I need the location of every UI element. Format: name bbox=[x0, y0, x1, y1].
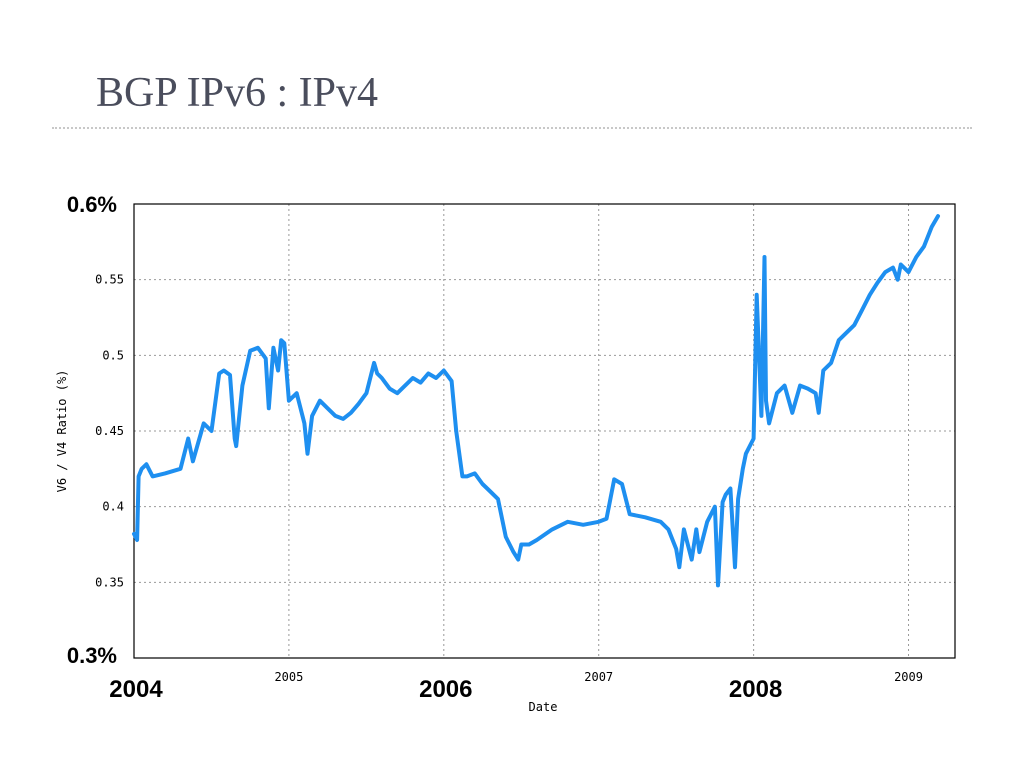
year-annotation: 2006 bbox=[419, 676, 472, 703]
title-divider bbox=[52, 127, 972, 129]
y-tick-label: 0.35 bbox=[95, 575, 124, 589]
year-annotation: 2008 bbox=[729, 676, 782, 703]
x-axis-label: Date bbox=[529, 700, 558, 714]
plot-frame bbox=[133, 203, 956, 659]
y-tick-label: 0.4 bbox=[102, 500, 124, 514]
y-min-annotation: 0.3% bbox=[67, 643, 117, 668]
grid-lines bbox=[134, 204, 955, 658]
y-tick-label: 0.55 bbox=[95, 273, 124, 287]
series-layer bbox=[132, 214, 940, 588]
y-max-annotation: 0.6% bbox=[67, 192, 117, 217]
y-axis-label: V6 / V4 Ratio (%) bbox=[55, 370, 69, 493]
y-tick-label: 0.5 bbox=[102, 348, 124, 362]
series-line bbox=[132, 214, 940, 588]
year-annotations: 2004 2006 2008 bbox=[109, 676, 782, 703]
x-tick-label: 2009 bbox=[894, 670, 923, 684]
x-tick-label: 2007 bbox=[584, 670, 613, 684]
year-annotation: 2004 bbox=[109, 676, 163, 703]
slide-title: BGP IPv6 : IPv4 bbox=[96, 70, 379, 116]
y-tick-label: 0.45 bbox=[95, 424, 124, 438]
tick-labels: 0.35 0.4 0.45 0.5 0.55 2005 2007 2009 bbox=[95, 273, 923, 684]
x-tick-label: 2005 bbox=[274, 670, 303, 684]
